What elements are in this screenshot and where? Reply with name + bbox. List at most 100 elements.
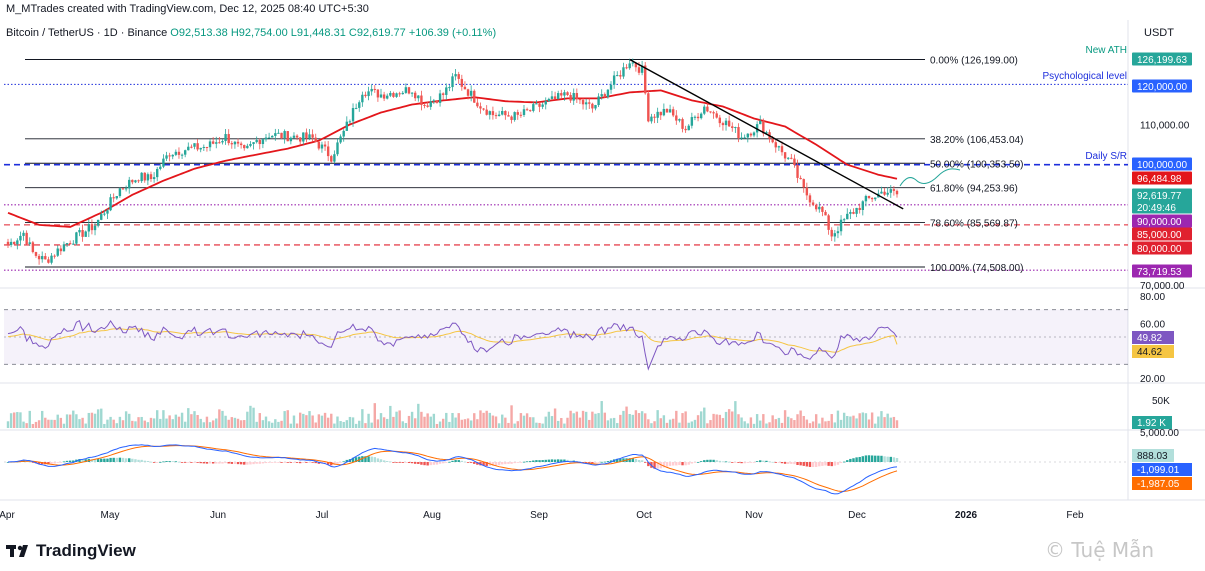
macd-histogram-bar: [171, 461, 174, 463]
volume-bar: [373, 403, 376, 428]
macd-histogram-bar: [535, 460, 538, 462]
volume-bar: [743, 421, 746, 428]
macd-histogram-bar: [159, 461, 162, 463]
volume-bar: [473, 413, 476, 428]
candle-body: [734, 127, 737, 129]
price-axis-tick: 70,000.00: [1140, 281, 1185, 292]
signal-tag-bg: [1132, 477, 1192, 490]
time-axis-label: Feb: [1066, 510, 1084, 521]
volume-bar: [59, 417, 63, 428]
volume-bar: [348, 416, 352, 428]
time-axis-label: Oct: [636, 510, 652, 521]
volume-bar: [752, 423, 756, 428]
volume-bar: [588, 419, 591, 428]
candle-body: [575, 92, 579, 100]
candle-body: [451, 76, 454, 88]
candle-body: [146, 174, 150, 181]
macd-histogram-bar: [90, 459, 94, 462]
candle-body: [609, 84, 613, 90]
candle-body: [13, 241, 16, 245]
volume-bar: [326, 417, 330, 428]
macd-histogram-bar: [202, 462, 206, 464]
price-tag-bg: [1132, 227, 1192, 241]
price-axis-tick: 110,000.00: [1140, 121, 1190, 132]
volume-bar: [466, 418, 470, 428]
candle-body: [535, 103, 538, 105]
price-tag: 80,000.00: [1137, 244, 1182, 255]
macd-histogram-bar: [522, 461, 526, 463]
tradingview-logo[interactable]: TradingView: [6, 541, 136, 561]
macd-histogram-bar: [737, 462, 740, 463]
candle-body: [65, 243, 69, 245]
macd-histogram-bar: [584, 462, 588, 463]
candle-body: [187, 146, 190, 151]
volume-bar: [799, 410, 802, 428]
volume-bar: [771, 415, 774, 428]
candle-body: [50, 255, 53, 263]
volume-bar: [724, 411, 728, 428]
macd-histogram-bar: [647, 462, 650, 467]
volume-bar: [600, 401, 603, 428]
volume-bar: [578, 417, 582, 428]
candle-body: [802, 179, 805, 188]
rsi-ma-tag-bg: [1132, 345, 1174, 358]
macd-tag: -1,099.01: [1137, 465, 1180, 476]
candle-body: [560, 93, 563, 96]
candle-body: [650, 116, 653, 122]
macd-histogram-bar: [802, 462, 805, 466]
candle-body: [295, 135, 299, 138]
symbol-legend[interactable]: Bitcoin / TetherUS · 1D · Binance O92,51…: [6, 27, 496, 39]
macd-histogram-bar: [768, 461, 771, 463]
time-axis-label: Jul: [316, 510, 329, 521]
candle-body: [740, 137, 743, 139]
macd-histogram-bar: [759, 460, 762, 462]
volume-bar: [504, 417, 507, 428]
macd-histogram-bar: [541, 460, 544, 462]
candle-body: [622, 67, 625, 77]
macd-histogram-bar: [59, 462, 63, 463]
candle-body: [541, 104, 544, 107]
macd-histogram-bar: [746, 462, 749, 463]
rsi-ma-line: [7, 328, 898, 353]
macd-histogram-bar: [519, 462, 523, 463]
macd-histogram-bar: [271, 462, 274, 463]
macd-histogram-bar: [81, 459, 84, 462]
candle-body: [174, 151, 178, 155]
price-tag-bg: [1132, 171, 1192, 185]
macd-histogram-bar: [208, 462, 212, 464]
volume-bar: [535, 422, 538, 428]
candle-body: [348, 121, 352, 123]
price-tag-bg: [1132, 157, 1192, 171]
time-axis-label: Sep: [530, 510, 548, 521]
candle-body: [547, 98, 551, 102]
macd-histogram-bar: [777, 462, 781, 463]
rsi-ma-tag: 44.62: [1137, 347, 1162, 358]
candle-body: [690, 117, 694, 126]
volume-bar: [72, 410, 75, 428]
volume-bar: [395, 411, 398, 428]
candle-body: [264, 137, 268, 140]
volume-bar: [50, 419, 53, 428]
candle-body: [572, 92, 575, 101]
candle-body: [59, 248, 63, 252]
currency-label[interactable]: USDT: [1144, 27, 1174, 39]
volume-bar: [44, 417, 47, 428]
macd-histogram-bar: [143, 460, 146, 462]
macd-histogram-bar: [491, 462, 495, 466]
candle-body: [805, 187, 809, 196]
candle-body: [386, 95, 389, 99]
candle-body: [808, 195, 812, 203]
volume-bar: [681, 413, 684, 428]
macd-histogram-bar: [354, 457, 358, 462]
macd-histogram-bar: [485, 462, 488, 467]
volume-bar: [556, 420, 560, 428]
macd-histogram-bar: [644, 462, 647, 463]
candle-body: [62, 244, 66, 252]
macd-histogram-bar: [386, 461, 389, 462]
macd-histogram-bar: [339, 462, 342, 463]
candle-body: [193, 143, 196, 147]
macd-histogram-bar: [211, 462, 215, 464]
macd-histogram-bar: [690, 462, 694, 464]
macd-histogram-bar: [790, 462, 793, 464]
